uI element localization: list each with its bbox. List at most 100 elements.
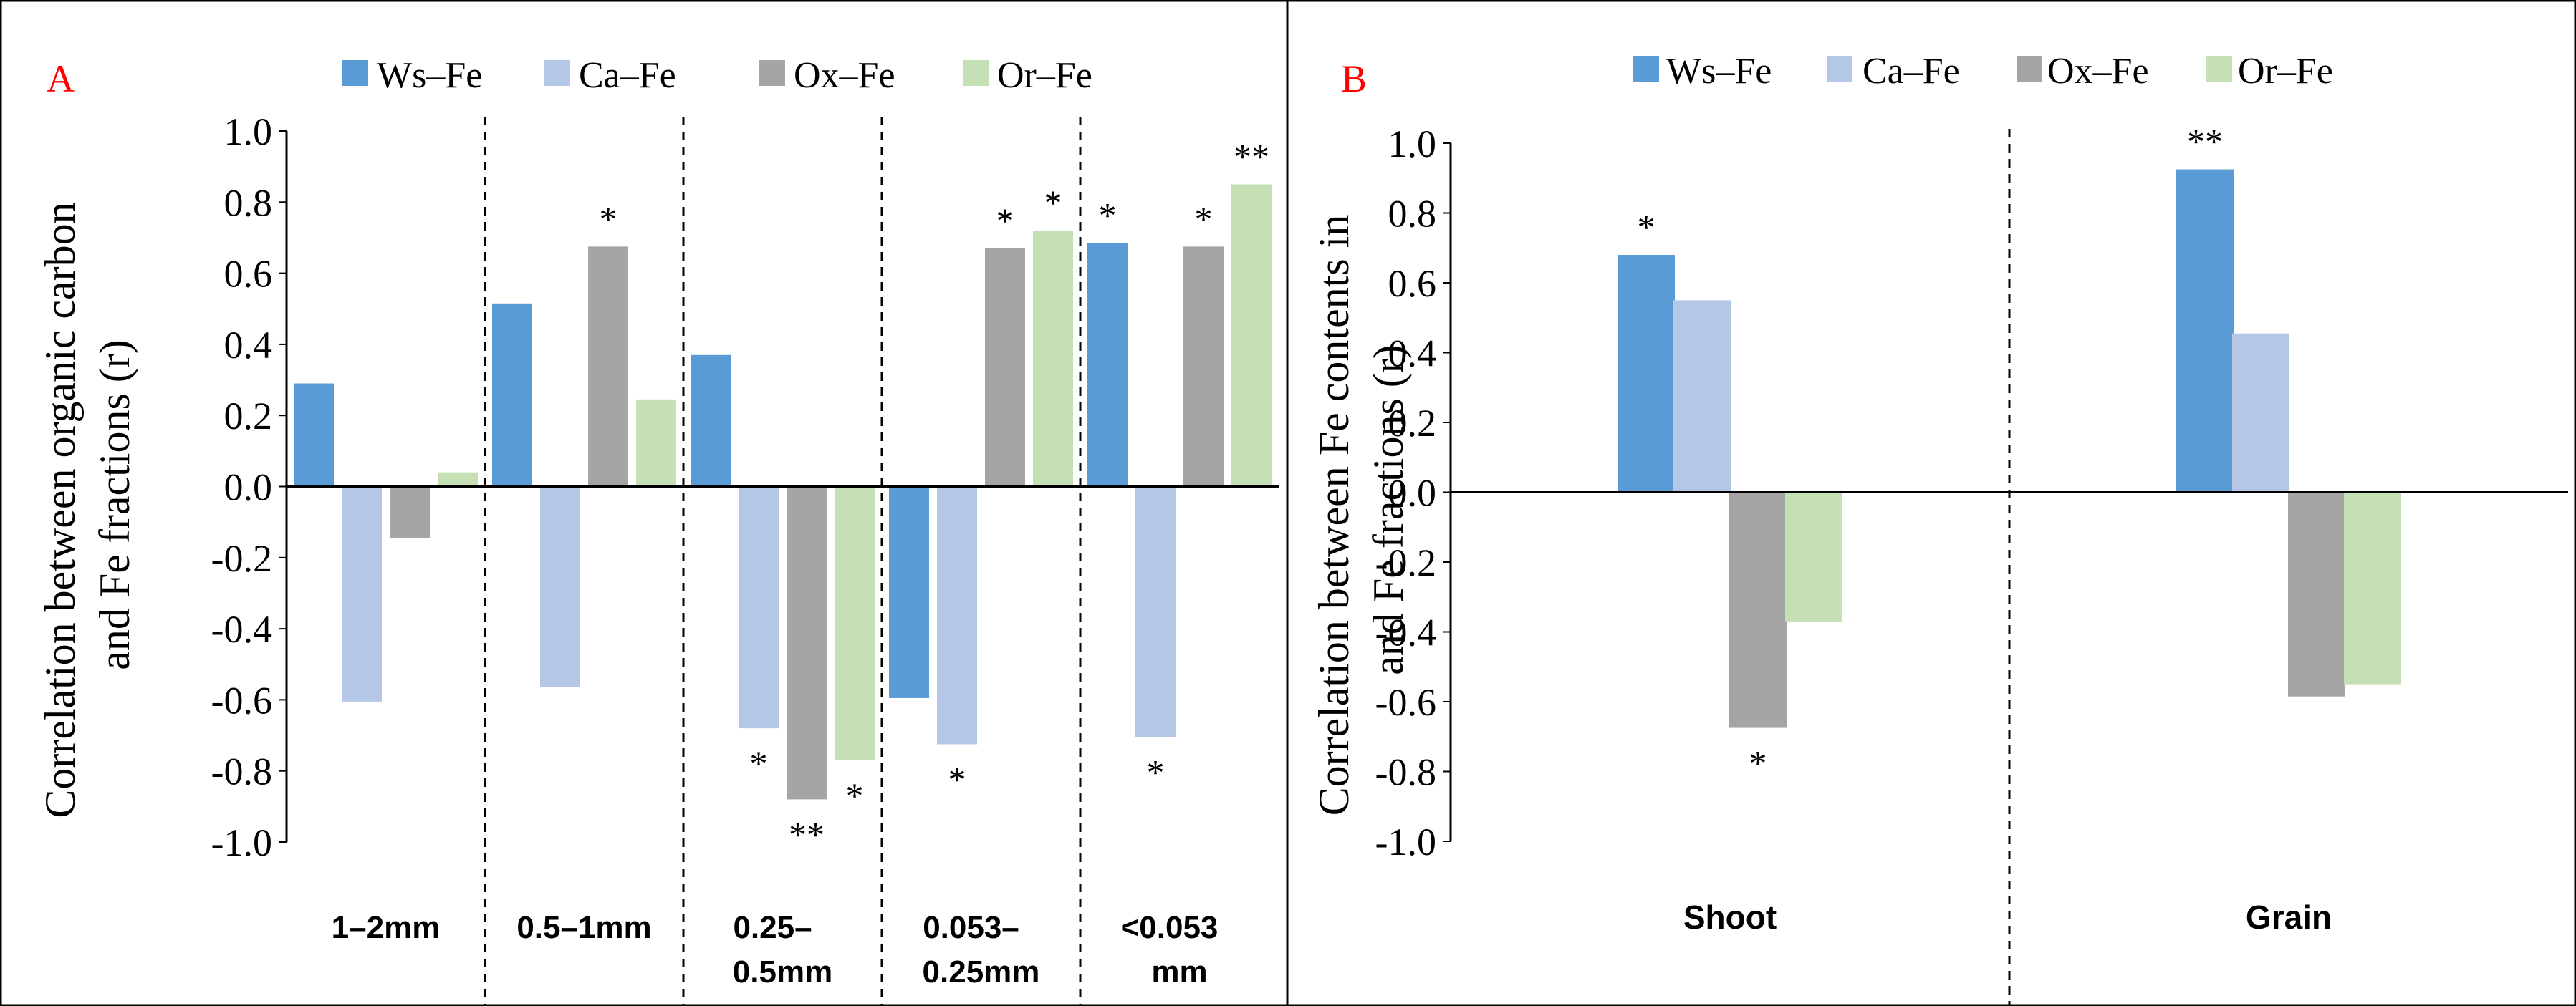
- y-axis-title-line: Correlation between Fe contents in: [1310, 215, 1357, 816]
- bar-ws-fe-shoot: [1618, 255, 1675, 493]
- significance-mark: *: [1147, 753, 1165, 793]
- significance-mark: *: [1638, 207, 1655, 247]
- legend-label-or-fe: Or–Fe: [2238, 51, 2333, 92]
- legend-label-ca-fe: Ca–Fe: [1863, 51, 1960, 92]
- bar-ca-fe-0-25-0-5mm: [739, 486, 779, 729]
- legend-swatch-ox-fe: [759, 60, 785, 86]
- bar-ws-fe-0-5-1mm: [492, 303, 532, 487]
- y-tick-label: 0.4: [224, 324, 273, 367]
- x-category-label: <0.053 mm: [1121, 910, 1219, 990]
- significance-mark: *: [750, 743, 768, 783]
- bar-ox-fe-0-25-0-5mm: [787, 486, 827, 800]
- significance-mark: **: [789, 814, 825, 854]
- significance-mark: *: [1099, 195, 1117, 235]
- panel-a-letter: A: [47, 57, 75, 100]
- x-category-label-line: 0.053–: [923, 910, 1019, 945]
- bar-or-fe-0-5-1mm: [636, 399, 676, 487]
- x-category-label-line: 0.5mm: [733, 954, 832, 990]
- significance-mark: *: [1044, 183, 1062, 223]
- bar-ca-fe-shoot: [1673, 300, 1731, 493]
- y-tick-label: -0.2: [211, 537, 272, 580]
- x-category-label-line: 0.25mm: [923, 954, 1040, 990]
- bar-ws-fe-0-25-0-5mm: [691, 354, 731, 487]
- panel-a: A Ws–Fe Ca–Fe Ox–Fe Or–Fe Correlation be…: [37, 55, 1279, 1005]
- y-tick-label: 1.0: [1388, 122, 1437, 165]
- bar-ox-fe-0-053-0-25mm: [985, 248, 1025, 487]
- bar-or-fe-0-25-0-5mm: [835, 486, 875, 760]
- legend-label-ws-fe: Ws–Fe: [377, 55, 482, 96]
- legend-swatch-ws-fe: [1633, 56, 1659, 82]
- bar-ws-fe-0-053-0-25mm: [889, 486, 929, 698]
- bar-ca-fe-0-053-mm: [1135, 486, 1176, 737]
- bar-ws-fe-1-2mm: [294, 383, 334, 487]
- x-category-label-line: Grain: [2246, 899, 2332, 936]
- y-tick-label: 0.8: [1388, 193, 1437, 236]
- legend-label-ox-fe: Ox–Fe: [794, 55, 895, 96]
- y-tick-label: 0.6: [224, 253, 273, 296]
- bar-ca-fe-grain: [2232, 333, 2289, 493]
- legend-swatch-ws-fe: [342, 60, 368, 86]
- y-tick-label: -1.0: [1375, 821, 1436, 864]
- x-category-label: 1–2mm: [332, 910, 441, 945]
- bar-ox-fe-1-2mm: [390, 486, 430, 538]
- y-tick-label: -0.4: [1375, 611, 1436, 654]
- significance-mark: **: [1234, 136, 1269, 176]
- bar-ox-fe-0-5-1mm: [588, 246, 628, 487]
- significance-mark: *: [600, 198, 617, 238]
- y-axis-title-line: and Fe fractions (r): [91, 339, 138, 669]
- panel-b: B Ws–Fe Ca–Fe Ox–Fe Or–Fe Correlation be…: [1310, 51, 2568, 1005]
- bar-ws-fe-0-053-mm: [1087, 243, 1128, 487]
- bar-or-fe-grain: [2344, 492, 2401, 685]
- y-tick-label: 0.4: [1388, 332, 1437, 375]
- y-tick-label: 0.8: [224, 181, 273, 224]
- y-axis-title-line: and Fe fractions (r): [1365, 344, 1412, 674]
- y-tick-label: 0.2: [1388, 402, 1437, 445]
- y-tick-label: 0.2: [224, 395, 273, 437]
- legend-label-ca-fe: Ca–Fe: [579, 55, 676, 96]
- legend-swatch-ca-fe: [544, 60, 570, 86]
- legend-label-or-fe: Or–Fe: [997, 55, 1092, 96]
- x-category-label-line: 0.5–1mm: [516, 910, 651, 945]
- bar-ca-fe-1-2mm: [342, 486, 382, 702]
- y-tick-label: 0.0: [1388, 472, 1437, 515]
- bar-ox-fe-0-053-mm: [1183, 246, 1224, 487]
- bar-ca-fe-0-053-0-25mm: [937, 486, 977, 745]
- panel-b-letter: B: [1341, 57, 1367, 100]
- legend-label-ox-fe: Ox–Fe: [2047, 51, 2149, 92]
- significance-mark: *: [948, 759, 966, 799]
- y-axis-title-line: Correlation between organic carbon: [37, 202, 84, 818]
- significance-mark: *: [996, 200, 1014, 241]
- significance-mark: *: [1195, 198, 1213, 238]
- y-tick-label: -0.4: [211, 608, 272, 651]
- bar-or-fe-1-2mm: [438, 472, 478, 487]
- x-category-label: 0.053– 0.25mm: [923, 910, 1040, 990]
- panel-a-y-axis-title: Correlation between organic carbon and F…: [37, 191, 138, 818]
- y-tick-label: 0.6: [1388, 262, 1437, 305]
- x-category-label-line: mm: [1151, 954, 1207, 990]
- y-tick-label: 1.0: [224, 110, 273, 153]
- bar-or-fe-0-053-mm: [1231, 184, 1272, 487]
- legend-swatch-or-fe: [2206, 56, 2232, 82]
- y-tick-label: -0.8: [1375, 751, 1436, 794]
- y-tick-label: 0.0: [224, 466, 273, 509]
- bar-or-fe-shoot: [1785, 492, 1842, 622]
- bar-ox-fe-shoot: [1729, 492, 1787, 728]
- bar-or-fe-0-053-0-25mm: [1033, 231, 1073, 487]
- legend-swatch-ox-fe: [2017, 56, 2042, 82]
- y-tick-label: -0.6: [1375, 681, 1436, 724]
- x-category-label: 0.5–1mm: [516, 910, 651, 945]
- bar-ws-fe-grain: [2176, 169, 2234, 493]
- x-category-label: Shoot: [1683, 899, 1777, 936]
- legend-label-ws-fe: Ws–Fe: [1666, 51, 1772, 92]
- significance-mark: *: [1749, 743, 1767, 783]
- panel-b-y-axis-title: Correlation between Fe contents in and F…: [1310, 204, 1412, 816]
- x-category-label-line: 0.25–: [733, 910, 812, 945]
- bar-ca-fe-0-5-1mm: [540, 486, 580, 688]
- significance-mark: *: [846, 775, 864, 816]
- y-tick-label: -0.8: [211, 750, 272, 793]
- x-category-label: Grain: [2246, 899, 2332, 936]
- panel-a-legend: Ws–Fe Ca–Fe Ox–Fe Or–Fe: [342, 55, 1092, 96]
- legend-swatch-ca-fe: [1827, 56, 1852, 82]
- y-tick-label: -1.0: [211, 821, 272, 864]
